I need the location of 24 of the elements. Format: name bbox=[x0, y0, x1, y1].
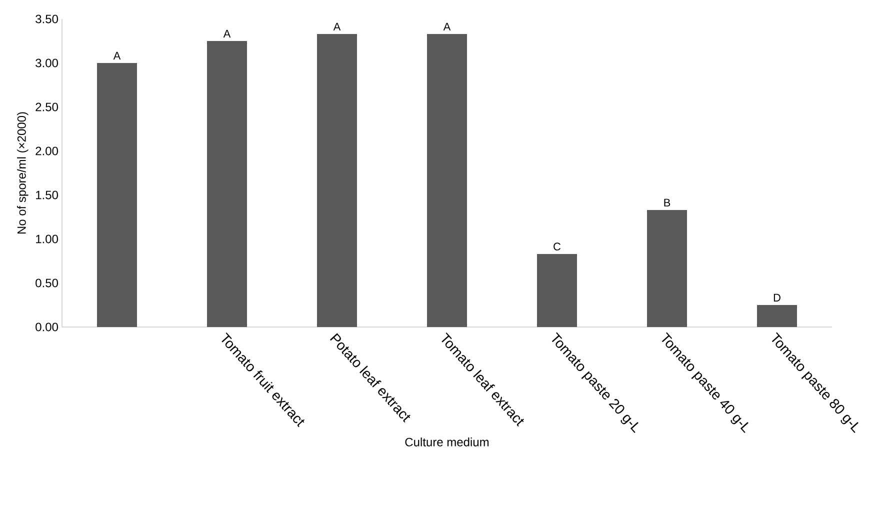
bar bbox=[97, 62, 138, 327]
y-tick-label: 2.50 bbox=[36, 102, 58, 112]
data-label: C bbox=[554, 242, 561, 250]
y-tick-label: 0.50 bbox=[36, 278, 58, 288]
bar bbox=[317, 34, 357, 327]
bar bbox=[537, 254, 577, 327]
bar bbox=[756, 304, 797, 327]
data-label: B bbox=[664, 198, 670, 206]
data-label: A bbox=[113, 52, 121, 60]
data-label: D bbox=[774, 294, 780, 302]
data-label: A bbox=[443, 22, 451, 30]
y-tick-label: 3.00 bbox=[36, 58, 58, 68]
y-tick-label: 0.00 bbox=[36, 322, 58, 332]
data-label: A bbox=[223, 30, 231, 38]
data-label: A bbox=[333, 22, 341, 30]
bar bbox=[646, 210, 687, 327]
y-tick-label: 1.00 bbox=[36, 234, 58, 244]
x-axis-title: Culture medium bbox=[405, 438, 489, 446]
bar bbox=[207, 40, 248, 327]
bar bbox=[427, 34, 467, 327]
y-axis-title: No of spore/ml (×2000) bbox=[17, 112, 28, 234]
y-tick-label: 2.00 bbox=[36, 146, 58, 156]
y-tick-label: 3.50 bbox=[36, 14, 58, 24]
y-tick-label: 1.50 bbox=[36, 190, 58, 200]
